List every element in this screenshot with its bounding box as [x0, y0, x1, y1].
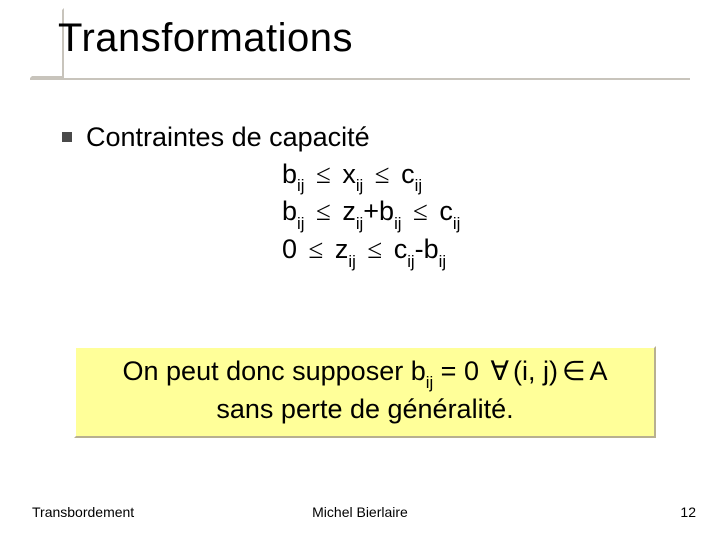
f1-lhs: b [282, 159, 297, 189]
footer-center: Michel Bierlaire [0, 504, 720, 520]
hl-pre: On peut donc supposer b [123, 356, 426, 386]
title-underline [30, 78, 690, 82]
hl-sub1: ij [426, 373, 433, 392]
formula-line-2: bij ≤ zij+bij ≤ cij [282, 194, 690, 232]
leq-icon: ≤ [312, 196, 335, 226]
leq-icon: ≤ [305, 234, 328, 264]
f2-b: z [342, 196, 356, 226]
highlight-line-2: sans perte de généralité. [86, 392, 644, 427]
slide-title: Transformations [58, 16, 353, 61]
bullet-square-icon [62, 132, 72, 142]
f3-mid: z [335, 234, 349, 264]
f2-bsub: ij [356, 214, 363, 233]
slide-footer: Transbordement Michel Bierlaire 12 [0, 504, 720, 526]
formula-line-3: 0 ≤ zij ≤ cij-bij [282, 232, 690, 270]
f1-rhs: c [401, 159, 415, 189]
slide: Transformations Contraintes de capacité … [0, 0, 720, 540]
bullet-text: Contraintes de capacité [86, 120, 690, 155]
f1-mid: x [342, 159, 356, 189]
element-of-icon: ∈ [558, 356, 590, 386]
hl-pair: (i, j) [513, 356, 558, 386]
f2-d: c [439, 196, 453, 226]
f2-a: b [282, 196, 297, 226]
plus-icon: + [363, 196, 379, 226]
forall-icon: ∀ [486, 356, 512, 386]
f2-csub: ij [394, 214, 401, 233]
f3-minus: b [424, 234, 439, 264]
page-number: 12 [680, 504, 696, 520]
leq-icon: ≤ [371, 159, 394, 189]
f2-c: b [379, 196, 394, 226]
f3-minsub: ij [439, 252, 446, 271]
f2-dsub: ij [453, 214, 460, 233]
hl-eqzero: = 0 [433, 356, 486, 386]
f1-rsub: ij [415, 176, 422, 195]
f3-zero: 0 [282, 234, 297, 264]
formula-block: bij ≤ xij ≤ cij bij ≤ zij+bij ≤ cij 0 ≤ … [282, 157, 690, 270]
f3-msub: ij [348, 252, 355, 271]
f1-lsub: ij [297, 176, 304, 195]
f1-msub: ij [356, 176, 363, 195]
f3-rhs: c [394, 234, 408, 264]
leq-icon: ≤ [312, 159, 335, 189]
f2-asub: ij [297, 214, 304, 233]
bullet-item: Contraintes de capacité [62, 120, 690, 155]
highlight-box: On peut donc supposer bij = 0 ∀(i, j)∈A … [74, 346, 656, 438]
minus-icon: - [415, 234, 424, 264]
leq-icon: ≤ [363, 234, 386, 264]
slide-body: Contraintes de capacité bij ≤ xij ≤ cij … [62, 120, 690, 270]
f3-rsub: ij [407, 252, 414, 271]
highlight-line-1: On peut donc supposer bij = 0 ∀(i, j)∈A [86, 354, 644, 392]
hl-A: A [589, 356, 607, 386]
formula-line-1: bij ≤ xij ≤ cij [282, 157, 690, 195]
leq-icon: ≤ [409, 196, 432, 226]
